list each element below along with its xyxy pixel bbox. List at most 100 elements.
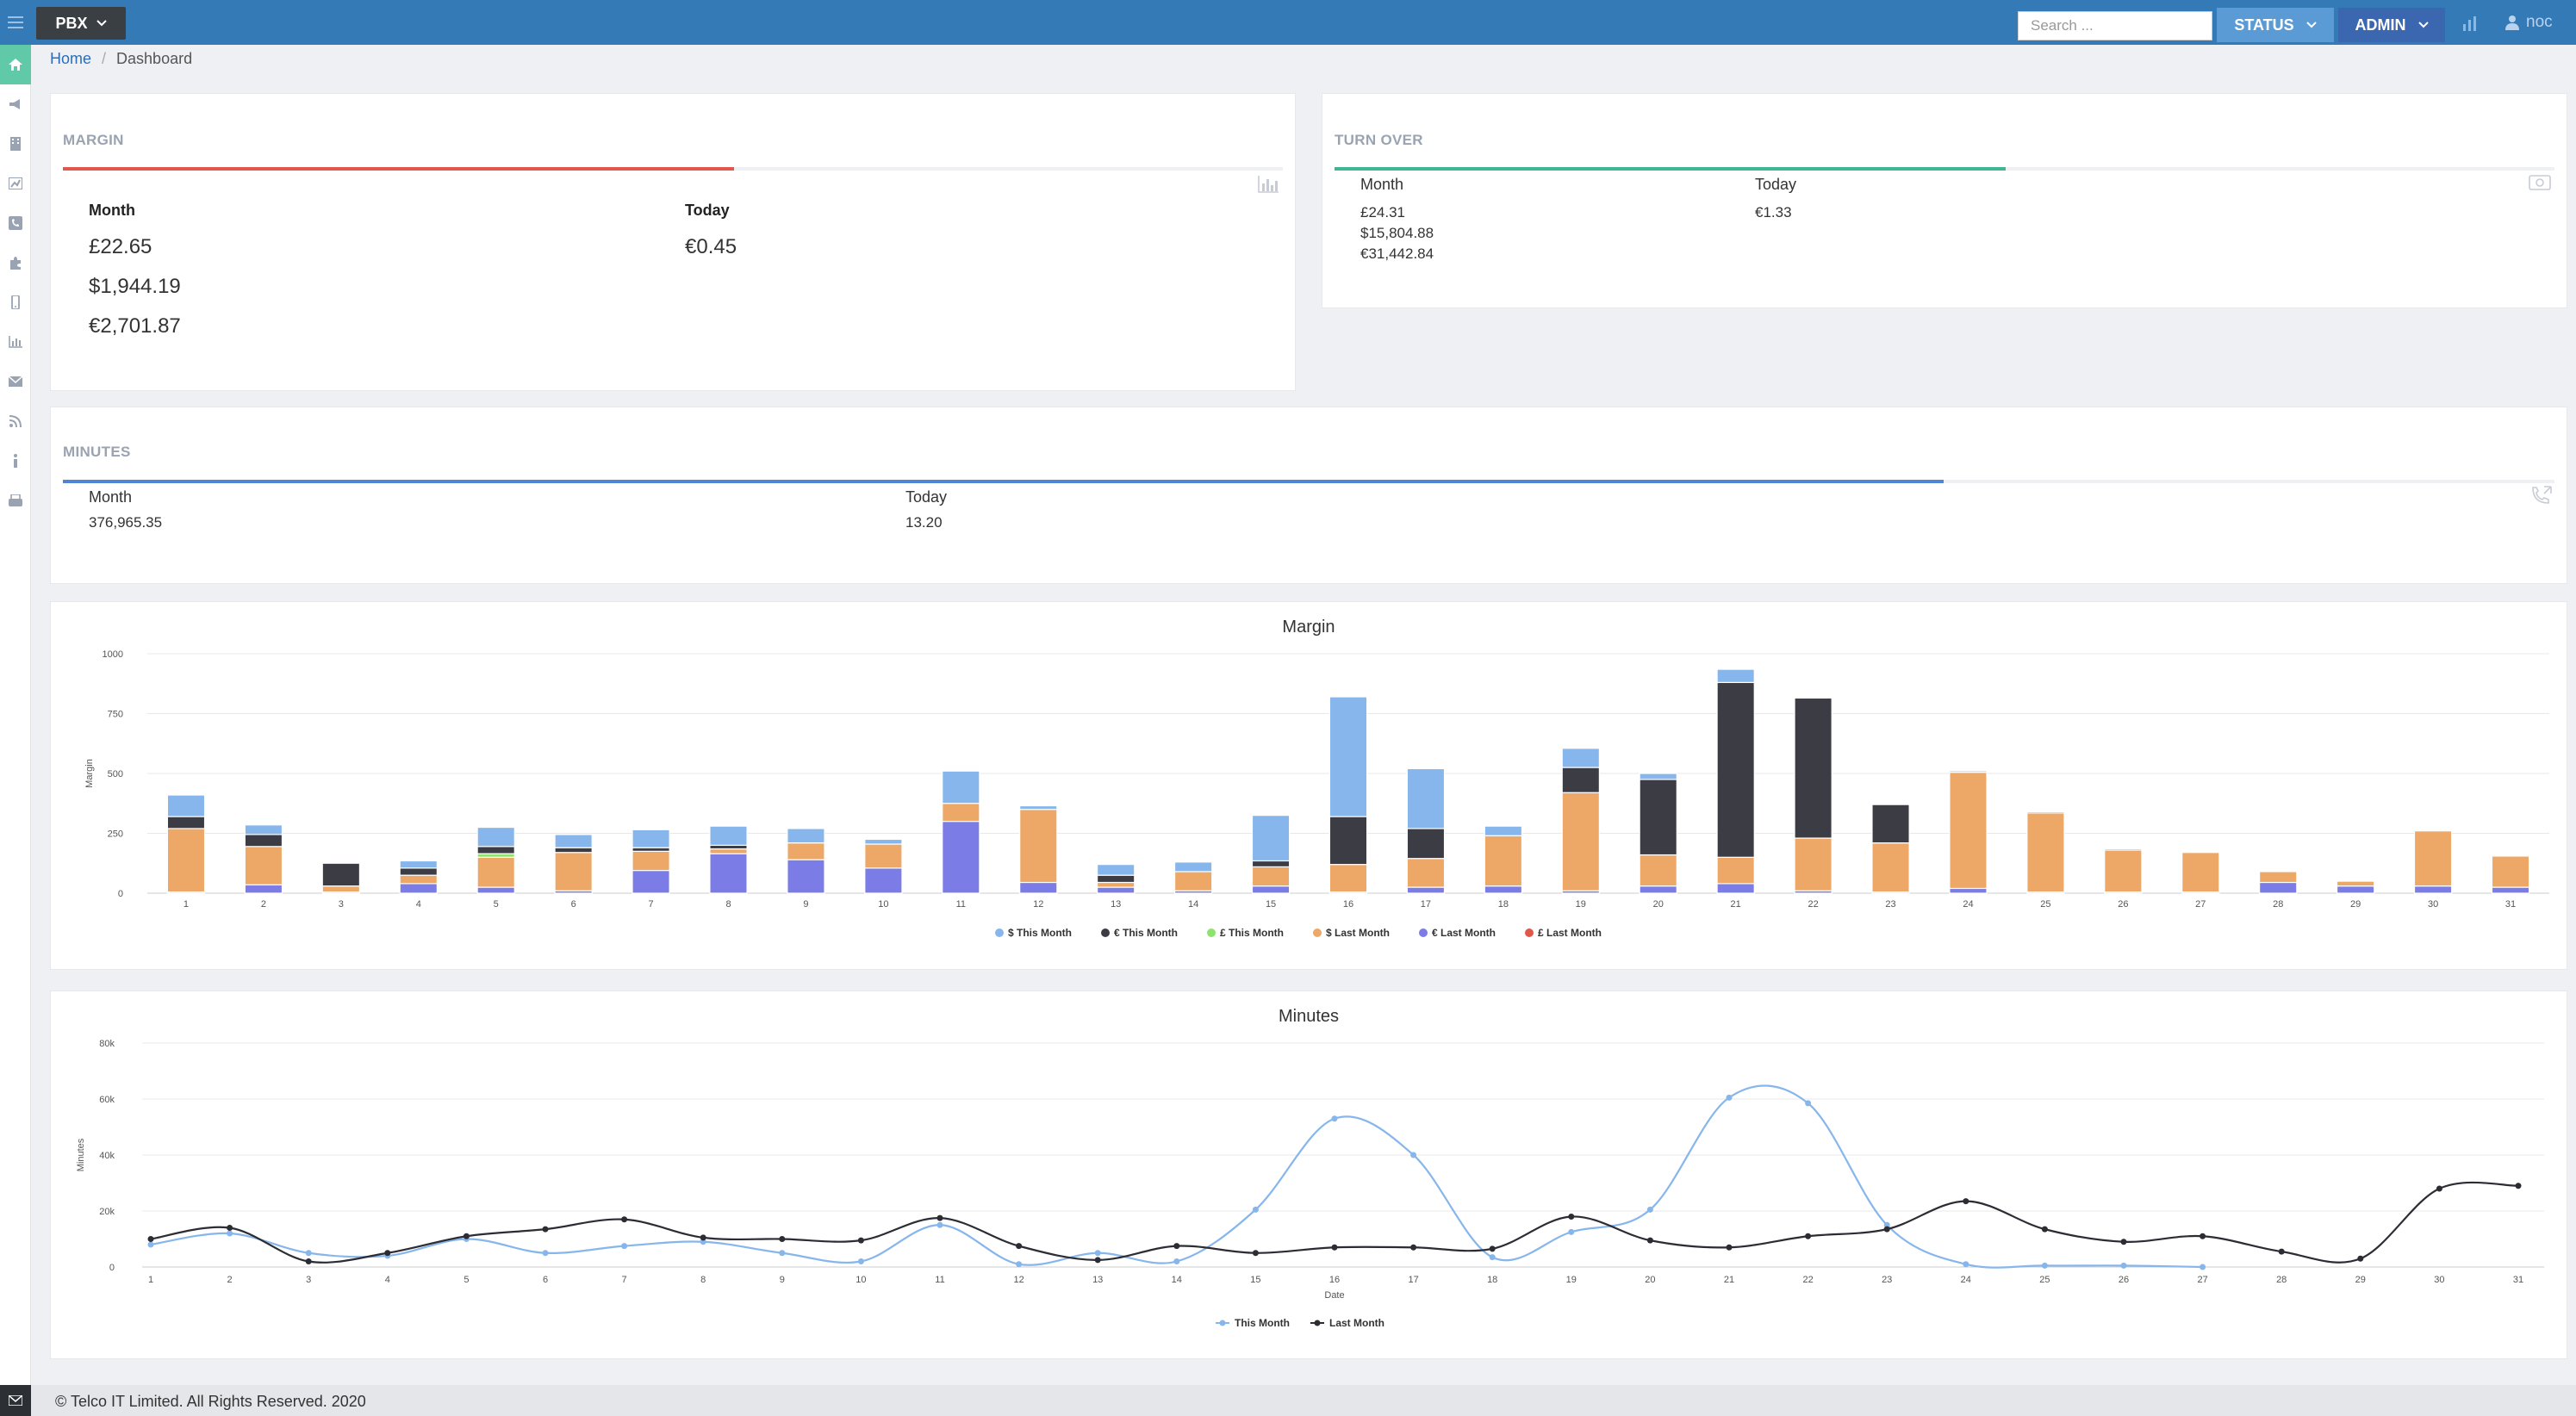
bar-segment xyxy=(1794,697,1832,839)
data-point xyxy=(1173,1243,1180,1250)
data-point xyxy=(1094,1257,1101,1264)
month-label: Month xyxy=(1360,176,1404,193)
legend-label: € This Month xyxy=(1114,927,1178,939)
data-point xyxy=(1883,1226,1890,1233)
app-switcher-button[interactable]: PBX xyxy=(36,7,126,40)
menu-toggle-icon[interactable] xyxy=(0,0,31,45)
megaphone-icon[interactable] xyxy=(0,84,31,124)
copyright-text: © Telco IT Limited. All Rights Reserved.… xyxy=(55,1393,366,1410)
x-tick-label: 28 xyxy=(2276,1275,2287,1285)
bar-segment xyxy=(1716,681,1755,858)
month-value-usd: $1,944.19 xyxy=(89,275,181,298)
bar-segment xyxy=(864,843,903,869)
bar-segment xyxy=(2413,885,2453,894)
user-name: noc xyxy=(2526,13,2553,31)
x-tick-label: 21 xyxy=(1724,1275,1734,1285)
phone-icon[interactable] xyxy=(0,203,31,243)
data-point xyxy=(1331,1244,1338,1251)
bar-segment xyxy=(1019,881,1058,894)
month-label: Month xyxy=(89,202,135,219)
data-point xyxy=(2041,1226,2048,1233)
search-input[interactable] xyxy=(2018,11,2212,40)
fax-icon[interactable] xyxy=(0,481,31,520)
bar-segment xyxy=(244,884,283,894)
bar-segment xyxy=(476,826,515,848)
x-tick-label: 3 xyxy=(339,899,344,910)
data-point xyxy=(147,1241,154,1248)
data-point xyxy=(384,1250,391,1257)
breadcrumb: Home / Dashboard xyxy=(50,50,192,68)
user-menu[interactable]: noc xyxy=(2505,0,2553,45)
bar-segment xyxy=(2104,849,2143,893)
data-point xyxy=(1016,1243,1023,1250)
bar-segment xyxy=(1949,887,1988,894)
status-menu-label: STATUS xyxy=(2234,16,2294,34)
x-tick-label: 14 xyxy=(1172,1275,1182,1285)
status-menu-button[interactable]: STATUS xyxy=(2217,8,2334,42)
data-point xyxy=(2357,1255,2364,1262)
legend-label: £ This Month xyxy=(1220,927,1284,939)
puzzle-icon[interactable] xyxy=(0,243,31,283)
chart-title: Minutes xyxy=(1278,1007,1340,1026)
bar-segment xyxy=(1406,886,1446,894)
data-point xyxy=(1410,1152,1417,1158)
bar-segment xyxy=(1251,885,1291,894)
data-point xyxy=(936,1221,943,1228)
y-axis-label: Minutes xyxy=(76,1138,86,1171)
bar-segment xyxy=(2336,880,2375,887)
bar-segment xyxy=(1406,858,1446,888)
bar-segment xyxy=(1716,883,1755,894)
bar-segment xyxy=(1251,866,1291,887)
envelope-icon[interactable] xyxy=(0,362,31,401)
bar-segment xyxy=(1561,748,1600,768)
x-tick-label: 2 xyxy=(227,1275,233,1285)
data-point xyxy=(1331,1115,1338,1122)
bar-chart-icon[interactable] xyxy=(2461,14,2480,33)
x-tick-label: 22 xyxy=(1802,1275,1813,1285)
today-label: Today xyxy=(1755,176,1797,193)
bar-segment xyxy=(709,844,748,850)
bar-segment xyxy=(554,847,593,854)
x-tick-label: 24 xyxy=(1963,899,1973,910)
bar-segment xyxy=(399,883,438,894)
bar-segment xyxy=(244,824,283,835)
month-label: Month xyxy=(89,488,133,506)
admin-menu-button[interactable]: ADMIN xyxy=(2338,8,2445,42)
data-point xyxy=(227,1230,233,1237)
building-icon[interactable] xyxy=(0,124,31,164)
data-point xyxy=(2200,1233,2206,1239)
bar-segment xyxy=(2259,881,2298,894)
bar-segment xyxy=(1716,668,1755,683)
bar-segment xyxy=(1561,792,1600,891)
bar-segment xyxy=(166,816,206,829)
bar-segment xyxy=(2026,812,2065,893)
bar-segment xyxy=(321,885,361,893)
mobile-icon[interactable] xyxy=(0,283,31,322)
data-point xyxy=(1726,1244,1733,1251)
breadcrumb-home-link[interactable]: Home xyxy=(50,50,92,67)
bar-segment xyxy=(1639,773,1677,780)
data-point xyxy=(542,1226,549,1233)
admin-menu-label: ADMIN xyxy=(2355,16,2406,34)
info-icon[interactable] xyxy=(0,441,31,481)
home-icon[interactable] xyxy=(0,45,31,84)
network-icon[interactable] xyxy=(0,164,31,203)
data-point xyxy=(1173,1258,1180,1264)
bar-segment xyxy=(2491,886,2530,894)
x-tick-label: 26 xyxy=(2119,1275,2129,1285)
month-value-gbp: £24.31 xyxy=(1360,204,1405,220)
chevron-down-icon xyxy=(2417,22,2429,28)
legend-label: $ This Month xyxy=(1008,927,1072,939)
x-tick-label: 16 xyxy=(1343,899,1353,910)
x-tick-label: 18 xyxy=(1498,899,1509,910)
bar-chart-icon[interactable] xyxy=(0,322,31,362)
x-tick-label: 29 xyxy=(2355,1275,2366,1285)
bar-segment xyxy=(709,853,748,894)
x-tick-label: 21 xyxy=(1731,899,1741,910)
rss-icon[interactable] xyxy=(0,401,31,441)
legend-label: € Last Month xyxy=(1432,927,1496,939)
messages-icon[interactable] xyxy=(0,1385,31,1416)
x-tick-label: 27 xyxy=(2197,1275,2207,1285)
x-tick-label: 27 xyxy=(2195,899,2206,910)
data-point xyxy=(1646,1237,1653,1244)
